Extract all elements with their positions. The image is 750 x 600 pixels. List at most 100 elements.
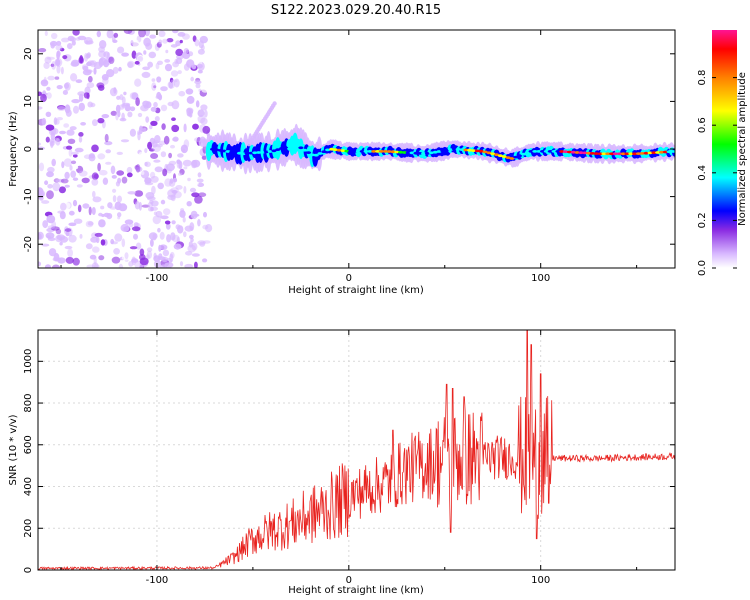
noise-speckle: [73, 165, 79, 170]
colorbar-ticks: 0.0 0.2 0.4 0.6 0.8: [697, 70, 737, 276]
noise-speckle: [47, 75, 56, 81]
colorbar-gradient: [712, 30, 737, 268]
noise-speckle: [53, 137, 60, 142]
noise-speckle: [196, 227, 202, 234]
noise-speckle: [97, 84, 105, 91]
noise-speckle: [198, 192, 207, 197]
signal-band-ridge: [528, 150, 534, 153]
signal-band-ridge: [574, 151, 580, 154]
noise-speckle: [73, 105, 79, 114]
noise-speckle: [191, 192, 200, 198]
noise-speckle: [78, 170, 88, 177]
colorbar-tick-label: 0.6: [697, 117, 708, 133]
noise-speckle: [119, 94, 124, 101]
noise-speckle: [67, 43, 73, 50]
noise-speckle: [134, 60, 140, 65]
noise-speckle: [153, 101, 158, 108]
noise-speckle: [186, 201, 192, 207]
noise-speckle: [126, 166, 133, 174]
noise-speckle: [104, 133, 109, 143]
noise-speckle: [183, 139, 190, 149]
noise-speckle: [107, 202, 113, 209]
noise-speckle: [56, 50, 61, 57]
noise-speckle: [93, 67, 97, 75]
noise-speckle: [78, 102, 86, 112]
noise-speckle: [103, 51, 110, 58]
noise-speckle: [185, 88, 194, 95]
noise-speckle: [110, 241, 119, 245]
noise-speckle: [68, 222, 77, 227]
signal-arm: [272, 101, 277, 106]
noise-speckle: [52, 182, 61, 192]
noise-speckle: [203, 109, 208, 118]
signal-band-ridge: [647, 151, 653, 155]
noise-speckle: [170, 79, 178, 83]
noise-speckle: [81, 177, 90, 184]
noise-speckle: [91, 144, 99, 153]
colorbar: 0.0 0.2 0.4 0.6 0.8 Normalized spectral ampl…: [697, 30, 748, 276]
signal-band-ridge: [467, 148, 473, 152]
noise-speckle: [156, 143, 163, 148]
noise-speckle: [194, 261, 198, 268]
noise-speckle: [162, 38, 168, 44]
noise-speckle: [60, 178, 69, 184]
noise-speckle: [43, 62, 50, 69]
noise-speckle: [172, 234, 180, 243]
noise-speckle: [111, 256, 121, 264]
noise-speckle: [195, 83, 201, 89]
noise-speckle: [189, 234, 194, 239]
noise-speckle: [76, 184, 83, 188]
signal-band-ridge: [286, 144, 292, 148]
spectrogram-y-ticks: -20 -10 0 10 20: [23, 47, 675, 252]
noise-speckle: [44, 264, 52, 268]
noise-speckle: [196, 178, 204, 183]
signal-band-ridge: [616, 152, 623, 156]
noise-speckle: [99, 40, 107, 49]
noise-speckle: [79, 234, 83, 239]
signal-band-ridge: [275, 148, 281, 152]
noise-speckle: [57, 106, 66, 111]
figure-title: S122.2023.029.20.40.R15: [271, 3, 441, 18]
signal-band-ridge: [540, 150, 546, 153]
noise-speckle: [71, 151, 79, 155]
noise-speckle: [148, 207, 154, 212]
signal-band-ridge: [394, 150, 400, 154]
signal-band-ridge: [363, 150, 369, 153]
noise-speckle: [167, 81, 176, 89]
noise-speckle: [118, 263, 124, 268]
noise-speckle: [143, 104, 149, 109]
signal-band-ridge: [428, 151, 434, 155]
signal-band-ridge: [655, 151, 661, 154]
snr-y-ticks: 0 200 400 600 800 1000: [23, 349, 675, 573]
signal-band-ridge: [632, 152, 638, 156]
signal-band-ridge: [670, 150, 675, 153]
noise-speckle: [150, 106, 157, 112]
noise-speckle: [148, 232, 158, 240]
noise-speckle: [64, 171, 70, 179]
snr-grid: [38, 330, 675, 570]
noise-speckle: [85, 243, 93, 250]
noise-speckle: [157, 182, 164, 190]
noise-speckle: [43, 76, 47, 84]
noise-speckle: [171, 117, 176, 121]
noise-speckle: [134, 78, 142, 87]
noise-speckle: [100, 239, 106, 246]
noise-speckle: [46, 86, 51, 91]
signal-band-ridge: [317, 152, 323, 155]
signal-band-ridge: [271, 149, 277, 153]
noise-speckle: [41, 117, 47, 126]
noise-speckle: [121, 255, 130, 261]
noise-speckle: [80, 122, 86, 126]
noise-speckle: [115, 112, 119, 121]
noise-speckle: [113, 32, 119, 38]
signal-band-ridge: [256, 151, 262, 154]
noise-speckle: [62, 90, 68, 95]
noise-speckle: [56, 85, 63, 90]
signal-band-ridge: [570, 150, 576, 154]
noise-speckle: [53, 253, 60, 262]
noise-speckle: [131, 226, 141, 232]
noise-speckle: [162, 249, 170, 257]
noise-speckle: [151, 78, 156, 82]
noise-speckle: [105, 149, 111, 154]
noise-speckle: [177, 225, 184, 234]
